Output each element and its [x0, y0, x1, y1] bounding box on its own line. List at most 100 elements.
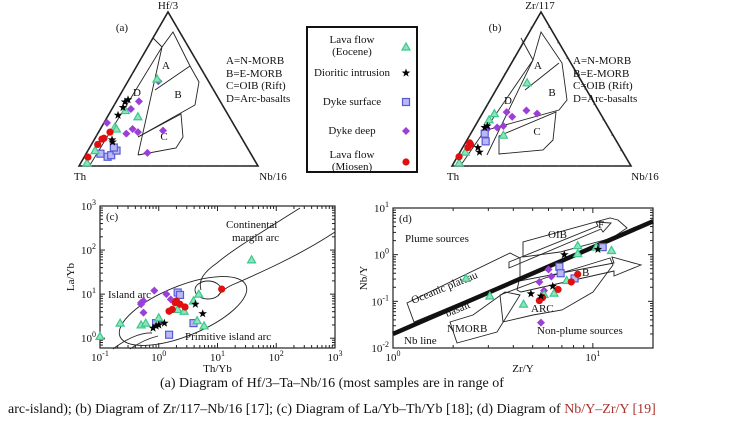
point-dyke_deep — [493, 123, 502, 132]
point-diorite — [198, 309, 207, 318]
edge-tick — [230, 119, 232, 121]
legend-item-miosen: Lava flow (Miosen) — [308, 149, 396, 173]
edge-tick — [239, 134, 241, 136]
edge-tick — [185, 165, 187, 167]
field-label-b: B — [174, 89, 181, 101]
edge-tick — [460, 150, 462, 152]
key-c: C=OIB (Rift) — [573, 80, 633, 92]
point-dyke_deep — [143, 148, 152, 157]
field-label-b: B — [548, 87, 555, 99]
apex-right-label: Nb/16 — [259, 171, 287, 183]
edge-tick — [239, 165, 241, 167]
tick-base: 10 — [386, 352, 398, 364]
point-diorite — [480, 123, 489, 132]
edge-tick — [185, 42, 187, 44]
point-dyke_deep — [544, 265, 553, 274]
edge-tick — [248, 150, 250, 152]
edge-tick — [221, 165, 223, 167]
legend-square-icon — [401, 97, 411, 107]
legend: Lava flow (Eocene) Dioritic intrusion Dyke … — [306, 26, 418, 173]
point-dyke_deep — [522, 106, 531, 115]
caption-line-1: (a) Diagram of Hf/3–Ta–Nb/16 (most sampl… — [160, 376, 504, 391]
point-dyke_deep — [137, 300, 146, 309]
field-c-boundary — [137, 113, 184, 156]
key-a: A=N-MORB — [226, 55, 285, 67]
edge-tick — [602, 119, 604, 121]
tick-exponent: 1 — [385, 200, 389, 209]
point-dyke_surface — [480, 129, 489, 138]
point-dyke_deep — [134, 97, 143, 106]
edge-tick — [495, 88, 497, 90]
point-dyke_deep — [102, 118, 111, 127]
panel-label: (d) — [399, 213, 412, 225]
edge-tick — [194, 57, 196, 59]
legend-label: Dyke surface — [322, 96, 382, 108]
point-diorite — [151, 321, 161, 330]
point-eocene — [246, 254, 257, 264]
edge-tick — [548, 26, 550, 28]
apex-left-label: Th — [74, 171, 87, 183]
point-miosen — [100, 134, 108, 142]
point-eocene — [518, 298, 529, 308]
x-tick-label: 103 — [328, 349, 343, 364]
edge-tick — [221, 103, 223, 105]
edge-tick — [158, 26, 160, 28]
point-miosen — [574, 270, 582, 278]
ternary-a-key: A=N-MORB B=E-MORB C=OIB (Rift) D=Arc-bas… — [226, 55, 290, 105]
point-eocene — [132, 111, 143, 121]
y-tick-label: 102 — [81, 242, 96, 257]
legend-circle-icon — [402, 158, 410, 166]
point-diorite — [473, 143, 483, 152]
field-label-d: D — [504, 95, 512, 107]
apex-top-label: Hf/3 — [158, 0, 179, 12]
key-b: B=E-MORB — [573, 67, 630, 80]
edge-tick — [469, 165, 471, 167]
field-annotation: NMORB — [447, 323, 487, 335]
point-dyke_deep — [535, 277, 544, 286]
edge-tick — [203, 165, 205, 167]
point-diorite — [475, 147, 484, 156]
tick-base: 10 — [371, 343, 383, 355]
legend-marker-triangle-icon — [400, 41, 412, 51]
legend-star-icon — [401, 68, 411, 77]
apex-left-label: Th — [447, 171, 460, 183]
legend-marker-circle-icon — [402, 158, 410, 166]
point-diorite — [548, 281, 557, 290]
point-eocene — [153, 312, 164, 322]
point-eocene — [572, 240, 583, 250]
y-axis-label: La/Yb — [65, 262, 77, 291]
continental-arc-upper-boundary — [199, 207, 301, 291]
point-eocene — [82, 157, 93, 167]
edge-tick — [176, 26, 178, 28]
edge-tick — [212, 88, 214, 90]
y-tick-label: 10-2 — [371, 340, 389, 355]
edge-tick — [469, 134, 471, 136]
plot-c: 10-1 100 101 102 103100101102103Th/YbLa/Yb(c… — [65, 198, 343, 375]
point-dyke_deep — [536, 318, 545, 327]
tick-base: 10 — [151, 352, 163, 364]
tick-exponent: 2 — [280, 349, 284, 358]
edge-tick — [132, 165, 134, 167]
field-annotation: margin arc — [232, 232, 279, 244]
edge-tick — [593, 165, 596, 167]
x-tick-label: 100 — [151, 349, 166, 364]
arc-field — [499, 257, 614, 323]
edge-tick — [593, 103, 595, 105]
edge-tick — [558, 165, 560, 167]
point-diorite — [536, 291, 546, 300]
edge-tick — [522, 165, 524, 167]
point-miosen — [106, 128, 114, 136]
point-diorite — [123, 95, 133, 104]
edge-tick — [487, 165, 489, 167]
legend-label: Lava flow — [329, 149, 375, 161]
edge-tick — [114, 165, 116, 167]
oib-arrow — [508, 221, 612, 269]
field-annotation: OIB — [548, 229, 567, 241]
edge-tick — [575, 73, 577, 75]
point-eocene — [498, 129, 509, 139]
point-dyke_deep — [508, 112, 517, 121]
field-label-a: A — [534, 60, 542, 72]
point-eocene — [192, 315, 203, 325]
